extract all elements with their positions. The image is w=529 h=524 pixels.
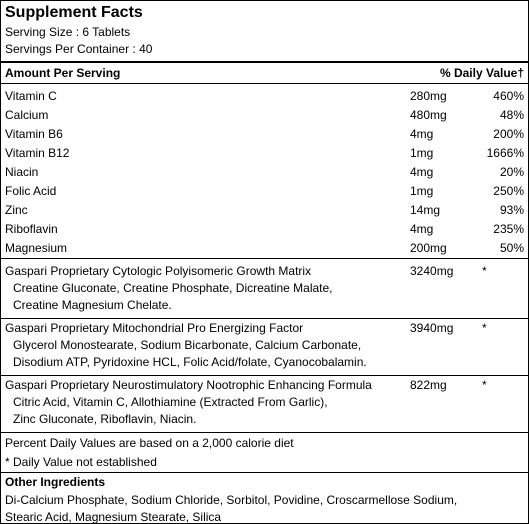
nutrient-amount: 4mg <box>410 127 434 141</box>
nutrient-amount: 4mg <box>410 165 434 179</box>
divider <box>1 83 528 84</box>
blend-ingredients: Glycerol Monostearate, Sodium Bicarbonat… <box>13 338 362 352</box>
nutrient-amount: 280mg <box>410 89 447 103</box>
nutrient-name: Vitamin B12 <box>5 146 70 160</box>
blend-amount: 3240mg <box>410 264 454 278</box>
blend-name: Gaspari Proprietary Mitochondrial Pro En… <box>5 321 304 335</box>
divider <box>1 472 528 473</box>
blend-dv: * <box>482 321 487 335</box>
footnote: * Daily Value not established <box>5 455 157 469</box>
nutrient-dv: 50% <box>499 241 524 255</box>
nutrient-name: Riboflavin <box>5 222 58 236</box>
divider <box>1 318 528 319</box>
nutrient-name: Zinc <box>5 203 28 217</box>
nutrient-name: Vitamin C <box>5 89 57 103</box>
title: Supplement Facts <box>5 4 143 21</box>
servings-per-container: Servings Per Container : 40 <box>5 42 153 56</box>
serving-size: Serving Size : 6 Tablets <box>5 25 131 39</box>
blend-ingredients: Zinc Gluconate, Riboflavin, Niacin. <box>13 412 197 426</box>
nutrient-name: Calcium <box>5 108 49 122</box>
nutrient-amount: 480mg <box>410 108 447 122</box>
nutrient-dv: 20% <box>499 165 524 179</box>
divider <box>1 432 528 433</box>
nutrient-name: Vitamin B6 <box>5 127 63 141</box>
blend-ingredients: Citric Acid, Vitamin C, Allothiamine (Ex… <box>13 395 328 409</box>
blend-name: Gaspari Proprietary Neurostimulatory Noo… <box>5 378 372 392</box>
other-ingredients: Stearic Acid, Magnesium Stearate, Silica <box>5 510 222 524</box>
blend-name: Gaspari Proprietary Cytologic Polyisomer… <box>5 264 312 278</box>
nutrient-amount: 1mg <box>410 146 434 160</box>
blend-dv: * <box>482 378 487 392</box>
nutrient-name: Magnesium <box>5 241 68 255</box>
column-header: Amount Per Serving <box>5 66 121 80</box>
blend-ingredients: Creatine Magnesium Chelate. <box>13 298 172 312</box>
other-ingredients-title: Other Ingredients <box>5 475 106 489</box>
nutrient-dv: 1666% <box>486 146 524 160</box>
divider <box>1 258 528 259</box>
blend-ingredients: Creatine Gluconate, Creatine Phosphate, … <box>13 281 333 295</box>
other-ingredients: Di-Calcium Phosphate, Sodium Chloride, S… <box>5 493 458 507</box>
nutrient-dv: 93% <box>499 203 524 217</box>
nutrient-amount: 1mg <box>410 184 434 198</box>
nutrient-dv: 200% <box>493 127 524 141</box>
nutrient-dv: 250% <box>493 184 524 198</box>
nutrient-dv: 460% <box>493 89 524 103</box>
blend-amount: 3940mg <box>410 321 454 335</box>
nutrient-name: Niacin <box>5 165 39 179</box>
nutrient-dv: 235% <box>493 222 524 236</box>
nutrient-amount: 4mg <box>410 222 434 236</box>
divider <box>1 375 528 376</box>
blend-dv: * <box>482 264 487 278</box>
nutrient-name: Folic Acid <box>5 184 57 198</box>
divider <box>1 61 528 63</box>
nutrient-amount: 200mg <box>410 241 447 255</box>
column-header: % Daily Value† <box>439 66 524 80</box>
blend-ingredients: Disodium ATP, Pyridoxine HCL, Folic Acid… <box>13 355 367 369</box>
nutrient-amount: 14mg <box>410 203 441 217</box>
footnote: Percent Daily Values are based on a 2,00… <box>5 436 294 450</box>
nutrient-dv: 48% <box>499 108 524 122</box>
blend-amount: 822mg <box>410 378 447 392</box>
